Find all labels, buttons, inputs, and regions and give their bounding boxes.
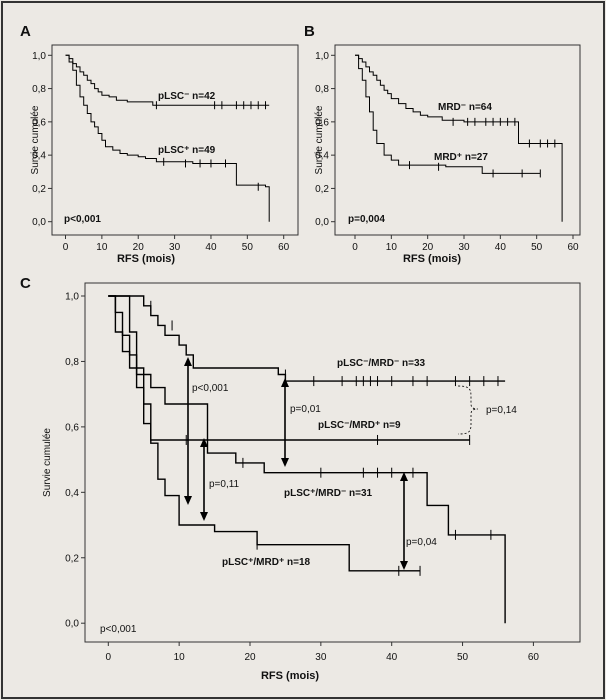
x-tick-label: 20 — [133, 242, 145, 253]
series-label-plscpos-mrdneg: pLSC⁺/MRD⁻ n=31 — [284, 488, 373, 499]
x-tick-label: 40 — [205, 242, 217, 253]
x-tick-label: 60 — [528, 652, 540, 663]
y-tick-label: 0,0 — [315, 217, 329, 228]
panel-b-pvalue: p=0,004 — [348, 214, 385, 225]
panel-c-chart: 0 10 20 30 40 50 60 0,0 0,2 0,4 0,6 0,8 1,0 RFS (mois… — [42, 282, 581, 682]
x-tick-label: 0 — [106, 652, 112, 663]
panel-a-chart: 0 10 20 30 40 50 60 0,0 0,2 0,4 0,6 0,8 1,0 RFS (mois… — [30, 44, 299, 265]
x-tick-label: 10 — [386, 242, 398, 253]
y-tick-label: 0,2 — [65, 553, 79, 564]
x-tick-label: 50 — [242, 242, 254, 253]
annotation-p-001: p=0,01 — [290, 404, 321, 415]
panel-c-x-axis-label: RFS (mois) — [261, 670, 319, 682]
y-tick-label: 0,2 — [315, 184, 329, 195]
x-tick-label: 30 — [169, 242, 181, 253]
y-tick-label: 0,0 — [32, 217, 46, 228]
panel-b-chart: 0 10 20 30 40 50 60 0,0 0,2 0,4 0,6 0,8 1,0 RFS (mois… — [314, 44, 581, 265]
panel-a-plot-frame — [51, 44, 299, 236]
x-tick-label: 30 — [315, 652, 327, 663]
annotation-p-004: p=0,04 — [406, 537, 437, 548]
y-tick-label: 0,4 — [65, 488, 79, 499]
panel-c-plot-frame — [84, 282, 581, 643]
x-tick-label: 40 — [386, 652, 398, 663]
panel-c-letter: C — [20, 275, 31, 292]
x-tick-label: 60 — [278, 242, 290, 253]
y-tick-label: 0,4 — [315, 151, 329, 162]
y-tick-label: 0,6 — [65, 422, 79, 433]
y-tick-label: 0,8 — [315, 84, 329, 95]
panel-a-y-axis-label: Survie cumulée — [30, 105, 41, 174]
x-tick-label: 10 — [174, 652, 186, 663]
survival-curve-2 — [108, 295, 470, 441]
survival-curve-2 — [65, 54, 270, 222]
series-label-plscneg-mrdneg: pLSC⁻/MRD⁻ n=33 — [337, 358, 426, 369]
survival-curve-4 — [108, 295, 420, 572]
x-tick-label: 50 — [457, 652, 469, 663]
x-tick-label: 20 — [422, 242, 434, 253]
annotation-p-011: p=0,11 — [209, 479, 240, 490]
series-label-plsc-neg: pLSC⁻ n=42 — [158, 91, 216, 102]
survival-curve-3 — [108, 295, 506, 624]
panel-c-y-axis-label: Survie cumulée — [42, 428, 53, 497]
x-tick-label: 0 — [63, 242, 69, 253]
x-tick-label: 50 — [531, 242, 543, 253]
comparison-arrows — [187, 362, 405, 565]
series-label-plscneg-mrdpos: pLSC⁻/MRD⁺ n=9 — [318, 420, 401, 431]
x-tick-label: 30 — [458, 242, 470, 253]
survival-curve-1 — [65, 54, 270, 106]
y-tick-label: 1,0 — [32, 51, 46, 62]
x-tick-label: 0 — [352, 242, 358, 253]
panel-c-pvalue: p<0,001 — [100, 624, 137, 635]
panel-a-letter: A — [20, 23, 31, 40]
x-tick-label: 40 — [495, 242, 507, 253]
survival-curve-1 — [355, 54, 563, 222]
y-tick-label: 0,6 — [32, 117, 46, 128]
x-tick-label: 10 — [96, 242, 108, 253]
y-tick-label: 0,8 — [65, 357, 79, 368]
series-label-plsc-pos: pLSC⁺ n=49 — [158, 145, 216, 156]
y-tick-label: 0,2 — [32, 184, 46, 195]
panel-b-letter: B — [304, 23, 315, 40]
bracket-p014 — [457, 385, 479, 435]
y-tick-label: 1,0 — [65, 292, 79, 303]
annotation-p-overall: p<0,001 — [192, 383, 229, 394]
survival-curve-2 — [355, 54, 541, 174]
y-tick-label: 1,0 — [315, 51, 329, 62]
arrow-heads — [184, 357, 408, 570]
y-tick-label: 0,0 — [65, 619, 79, 630]
y-tick-label: 0,6 — [315, 117, 329, 128]
y-tick-label: 0,8 — [32, 84, 46, 95]
annotation-p-014: p=0,14 — [486, 405, 517, 416]
panel-a-pvalue: p<0,001 — [64, 214, 101, 225]
x-tick-label: 20 — [244, 652, 256, 663]
y-tick-label: 0,4 — [32, 151, 46, 162]
series-label-plscpos-mrdpos: pLSC⁺/MRD⁺ n=18 — [222, 557, 311, 568]
series-label-mrd-neg: MRD⁻ n=64 — [438, 102, 492, 113]
panel-a-x-axis-label: RFS (mois) — [117, 253, 175, 265]
survival-curve-1 — [108, 295, 506, 382]
panel-b-plot-frame — [334, 44, 581, 236]
panel-b-x-axis-label: RFS (mois) — [403, 253, 461, 265]
x-tick-label: 60 — [567, 242, 579, 253]
panel-b-y-axis-label: Survie cumulée — [314, 105, 325, 174]
series-label-mrd-pos: MRD⁺ n=27 — [434, 152, 488, 163]
